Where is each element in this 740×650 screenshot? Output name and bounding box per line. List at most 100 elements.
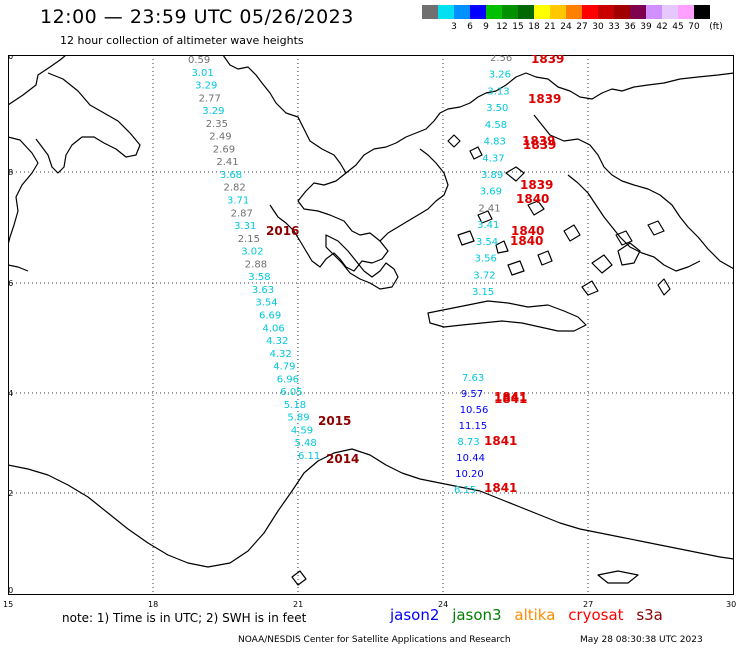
lat-tick-label: 30 [8, 586, 13, 595]
wave-height-value: 3.26 [489, 70, 511, 81]
page-subtitle: 12 hour collection of altimeter wave hei… [60, 34, 304, 47]
wave-height-value: 2.41 [216, 157, 238, 168]
pass-label: 1839 [523, 138, 556, 152]
wave-height-value: 4.37 [482, 153, 504, 164]
scale-swatch [614, 5, 630, 19]
scale-swatch [470, 5, 486, 19]
mission-cryosat: cryosat [568, 606, 624, 624]
lat-tick-label: 36 [8, 279, 13, 288]
pass-label: 1839 [528, 92, 561, 106]
scale-label: 15 [512, 22, 524, 32]
pass-label: 1839 [520, 178, 553, 192]
wave-height-value: 8.73 [457, 437, 479, 448]
mission-jason3: jason3 [452, 606, 502, 624]
wave-height-value: 4.58 [485, 120, 507, 131]
wave-height-value: 2.69 [213, 144, 235, 155]
wave-height-value: 3.01 [192, 68, 214, 79]
wave-height-value: 2.87 [231, 208, 253, 219]
scale-label: 36 [624, 22, 636, 32]
wave-height-value: 2.35 [206, 119, 228, 130]
wave-height-value: 3.71 [227, 196, 249, 207]
wave-height-value: 3.56 [475, 254, 497, 265]
pass-label: 1839 [531, 55, 564, 66]
wave-height-value: 10.20 [455, 469, 484, 480]
pass-label: 2016 [266, 224, 299, 238]
wave-height-value: 3.15 [472, 287, 494, 298]
scale-label: 6 [467, 22, 473, 32]
pass-label: 1840 [510, 234, 543, 248]
scale-swatch [422, 5, 438, 19]
wave-height-value: 3.63 [252, 285, 274, 296]
wave-height-value: 3.69 [480, 187, 502, 198]
scale-label: 24 [560, 22, 572, 32]
pass-label: 1841 [484, 481, 517, 495]
lon-tick-label: 24 [438, 600, 449, 609]
wave-height-value: 3.31 [234, 221, 256, 232]
lat-tick-label: 38 [8, 168, 13, 177]
wave-height-value: 6.05 [280, 387, 302, 398]
wave-height-value: 0.59 [188, 55, 210, 66]
scale-label: 45 [672, 22, 684, 32]
pass-label: 1841 [494, 392, 527, 406]
lat-tick-label: 34 [8, 389, 13, 398]
wave-height-value: 3.50 [486, 103, 508, 114]
scale-swatch [486, 5, 502, 19]
wave-height-value: 10.56 [460, 405, 489, 416]
scale-swatch [678, 5, 694, 19]
scale-swatch [454, 5, 470, 19]
mission-legend: jason2 jason3 altika cryosat s3a [390, 606, 671, 624]
altimeter-map: 40 38 36 34 32 30 0.593.013.292.773.292.… [8, 55, 734, 595]
satellite-pass-labels: 1839183918391839183918401840184018411841… [266, 55, 564, 495]
scale-label: 33 [608, 22, 620, 32]
wave-height-value: 3.13 [487, 86, 509, 97]
scale-swatch [598, 5, 614, 19]
wave-height-value: 2.77 [199, 93, 221, 104]
coastlines [8, 55, 734, 586]
wave-height-value: 3.29 [202, 106, 224, 117]
wave-height-value: 6.69 [259, 311, 281, 322]
wave-height-value: 2.56 [490, 55, 512, 64]
generated-timestamp: May 28 08:30:38 UTC 2023 [580, 635, 703, 645]
lon-tick-label: 21 [293, 600, 304, 609]
wave-height-value: 3.68 [220, 170, 242, 181]
wave-height-value: 9.57 [461, 389, 483, 400]
wave-height-value: 3.72 [473, 270, 495, 281]
scale-label: 12 [496, 22, 508, 32]
wave-height-value: 5.18 [284, 400, 306, 411]
wave-height-value: 7.63 [462, 373, 484, 384]
wave-height-value: 2.88 [245, 259, 267, 270]
scale-label: 70 [688, 22, 700, 32]
scale-label: 30 [592, 22, 604, 32]
scale-label: 3 [451, 22, 457, 32]
scale-swatch [534, 5, 550, 19]
wave-height-value: 3.54 [476, 237, 498, 248]
wave-height-value: 3.41 [477, 220, 499, 231]
credit-line: NOAA/NESDIS Center for Satellite Applica… [238, 635, 511, 645]
scale-unit: (ft) [709, 22, 723, 32]
lon-tick-label: 27 [583, 600, 594, 609]
scale-swatch [582, 5, 598, 19]
scale-swatch [518, 5, 534, 19]
scale-swatch [694, 5, 710, 19]
wave-height-value: 3.29 [195, 81, 217, 92]
mission-s3a: s3a [636, 606, 663, 624]
scale-label: 9 [483, 22, 489, 32]
wave-height-value: 6.11 [298, 451, 320, 462]
wave-height-value: 6.15 [454, 485, 476, 496]
gridlines [8, 55, 734, 595]
pass-label: 2015 [318, 414, 351, 428]
wave-height-value: 11.15 [459, 421, 488, 432]
page-title: 12:00 — 23:59 UTC 05/26/2023 [40, 6, 354, 28]
wave-height-value: 10.44 [456, 453, 485, 464]
scale-label: 42 [656, 22, 668, 32]
pass-label: 2014 [326, 452, 359, 466]
wave-height-value: 2.82 [224, 183, 246, 194]
scale-swatch [438, 5, 454, 19]
wave-height-value: 3.54 [255, 298, 277, 309]
map-border [8, 55, 734, 595]
wave-height-value: 3.89 [481, 170, 503, 181]
footer-note: note: 1) Time is in UTC; 2) SWH is in fe… [62, 611, 307, 625]
scale-swatch [630, 5, 646, 19]
scale-swatch [646, 5, 662, 19]
scale-swatch [566, 5, 582, 19]
